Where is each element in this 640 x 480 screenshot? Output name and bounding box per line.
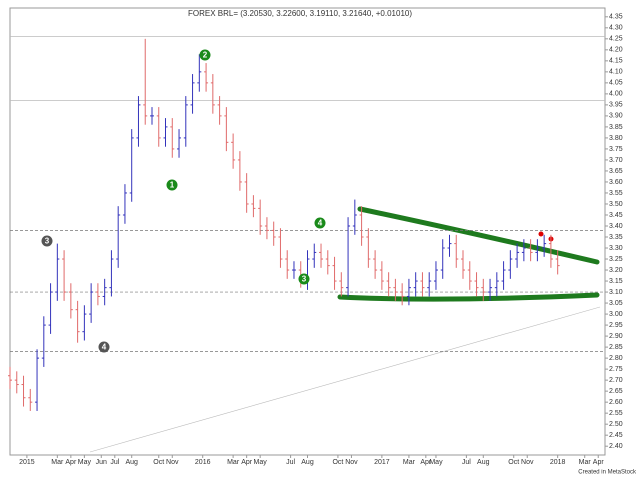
y-tick-label: 2.65: [609, 388, 623, 395]
y-tick-label: 3.50: [609, 201, 623, 208]
y-tick-label: 4.10: [609, 69, 623, 76]
x-tick-label: 2015: [19, 459, 35, 466]
y-tick-label: 2.80: [609, 355, 623, 362]
x-tick-label: Apr: [65, 459, 77, 466]
y-tick-label: 3.00: [609, 311, 623, 318]
y-tick-label: 2.95: [609, 322, 623, 329]
annotation-label: 4: [318, 219, 323, 228]
y-tick-label: 3.30: [609, 245, 623, 252]
y-tick-label: 2.60: [609, 399, 623, 406]
x-tick-label: 2017: [374, 459, 390, 466]
x-tick-label: Oct: [508, 459, 519, 466]
y-tick-label: 3.65: [609, 168, 623, 175]
y-tick-label: 3.25: [609, 256, 623, 263]
y-tick-label: 3.35: [609, 234, 623, 241]
x-tick-label: Mar: [403, 459, 416, 466]
x-tick-label: May: [429, 459, 443, 466]
y-tick-label: 3.55: [609, 190, 623, 197]
y-tick-label: 3.40: [609, 223, 623, 230]
y-tick-label: 3.10: [609, 289, 623, 296]
x-tick-label: Nov: [345, 459, 358, 466]
y-tick-label: 2.90: [609, 333, 623, 340]
y-tick-label: 3.70: [609, 157, 623, 164]
y-tick-label: 4.15: [609, 58, 623, 65]
annotation-label: 2: [203, 51, 208, 60]
x-tick-label: Oct: [153, 459, 164, 466]
y-tick-label: 3.20: [609, 267, 623, 274]
y-tick-label: 3.15: [609, 278, 623, 285]
y-tick-label: 3.75: [609, 146, 623, 153]
x-tick-label: Jul: [286, 459, 295, 466]
y-tick-label: 4.20: [609, 47, 623, 54]
x-tick-label: Aug: [477, 459, 490, 466]
y-tick-label: 2.75: [609, 366, 623, 373]
x-tick-label: Aug: [125, 459, 138, 466]
annotation-marker: [199, 49, 211, 61]
chart-title: FOREX BRL= (3.20530, 3.22600, 3.19110, 3…: [188, 9, 412, 18]
footer: Created in MetaStock: [578, 470, 637, 476]
x-tick-label: Mar: [579, 459, 592, 466]
x-tick-label: Oct: [332, 459, 343, 466]
y-tick-label: 4.25: [609, 36, 623, 43]
x-tick-label: Aug: [301, 459, 314, 466]
y-tick-label: 3.85: [609, 124, 623, 131]
x-tick-label: Nov: [521, 459, 534, 466]
y-tick-label: 2.45: [609, 432, 623, 439]
y-tick-label: 3.05: [609, 300, 623, 307]
y-tick-label: 3.90: [609, 113, 623, 120]
y-tick-label: 3.45: [609, 212, 623, 219]
y-tick-label: 3.95: [609, 102, 623, 109]
annotation-label: 1: [170, 181, 175, 190]
annotation-label: 3: [302, 275, 307, 284]
x-tick-label: Apr: [593, 459, 605, 466]
resistance-line: [357, 206, 600, 265]
x-tick-label: Jul: [110, 459, 119, 466]
y-tick-label: 2.55: [609, 410, 623, 417]
x-tick-label: Jun: [96, 459, 107, 466]
y-tick-label: 4.05: [609, 80, 623, 87]
y-tick-label: 4.30: [609, 25, 623, 32]
x-tick-label: Jul: [462, 459, 471, 466]
x-tick-label: Apr: [420, 459, 432, 466]
x-tick-label: May: [254, 459, 268, 466]
y-tick-label: 2.70: [609, 377, 623, 384]
y-tick-label: 3.80: [609, 135, 623, 142]
annotation-marker: [166, 179, 178, 191]
annotation-marker: [298, 273, 310, 285]
signal-dot: [538, 231, 544, 237]
y-tick-label: 4.00: [609, 91, 623, 98]
annotation-label: 3: [45, 237, 50, 246]
y-tick-label: 2.85: [609, 344, 623, 351]
annotation-label: 4: [102, 343, 107, 352]
y-tick-label: 3.60: [609, 179, 623, 186]
y-tick-label: 4.35: [609, 14, 623, 21]
y-tick-label: 2.40: [609, 443, 623, 450]
plot-frame: [9, 7, 606, 456]
y-tick-label: 2.50: [609, 421, 623, 428]
x-tick-label: Mar: [227, 459, 240, 466]
annotation-marker: [98, 341, 110, 353]
x-tick-label: 2018: [550, 459, 566, 466]
x-tick-label: Mar: [51, 459, 64, 466]
support-line: [337, 292, 600, 302]
annotation-marker: [41, 235, 53, 247]
x-tick-label: Apr: [241, 459, 253, 466]
x-tick-label: May: [78, 459, 92, 466]
x-tick-label: 2016: [195, 459, 211, 466]
trend-line: [89, 306, 601, 453]
x-tick-label: Nov: [166, 459, 179, 466]
annotation-marker: [314, 217, 326, 229]
